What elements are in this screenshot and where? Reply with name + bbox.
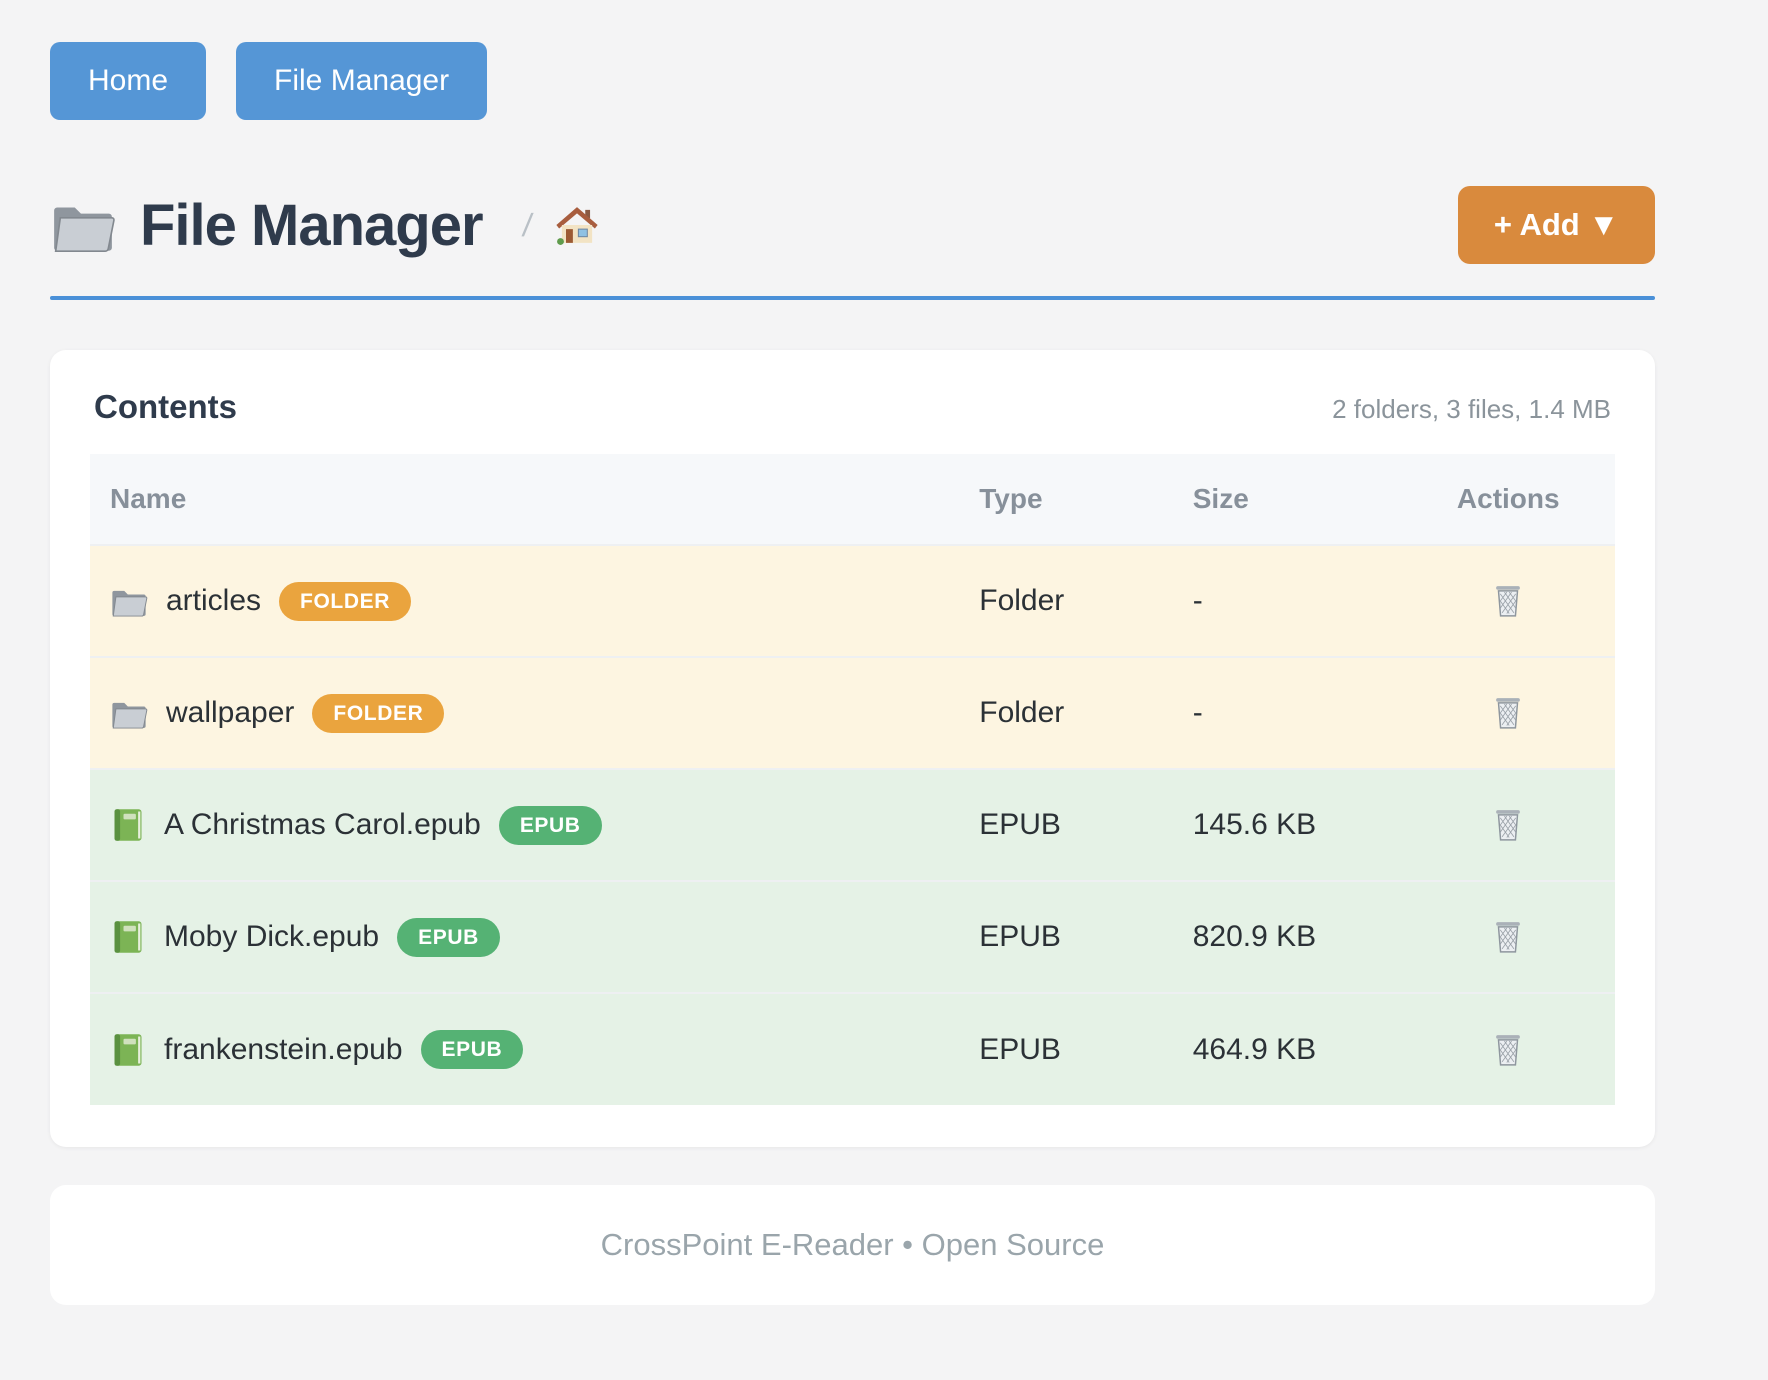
file-name[interactable]: A Christmas Carol.epub bbox=[164, 808, 481, 842]
table-row[interactable]: Moby Dick.epub EPUB EPUB 820.9 KB bbox=[90, 881, 1615, 994]
header-divider bbox=[50, 296, 1655, 301]
folder-icon bbox=[110, 582, 148, 620]
breadcrumb-separator: / bbox=[520, 206, 535, 243]
table-row[interactable]: frankenstein.epub EPUB EPUB 464.9 KB bbox=[90, 993, 1615, 1106]
table-row[interactable]: wallpaper FOLDER Folder - bbox=[90, 657, 1615, 770]
top-nav: Home File Manager bbox=[50, 42, 1655, 120]
file-name[interactable]: wallpaper bbox=[166, 696, 295, 730]
column-header-size: Size bbox=[1172, 454, 1402, 546]
delete-button[interactable] bbox=[1485, 1027, 1531, 1073]
nav-home-button[interactable]: Home bbox=[50, 42, 207, 120]
file-type: EPUB bbox=[979, 808, 1061, 842]
epub-badge: EPUB bbox=[397, 917, 500, 957]
book-icon bbox=[110, 1032, 146, 1068]
trash-icon bbox=[1489, 918, 1527, 956]
file-type: EPUB bbox=[979, 1032, 1061, 1066]
book-icon bbox=[110, 919, 146, 955]
folder-icon bbox=[110, 694, 148, 732]
book-icon bbox=[110, 807, 146, 843]
contents-card: Contents 2 folders, 3 files, 1.4 MB Name… bbox=[50, 350, 1655, 1148]
breadcrumb-home-link[interactable] bbox=[555, 203, 599, 247]
contents-summary: 2 folders, 3 files, 1.4 MB bbox=[1332, 394, 1611, 425]
nav-file-manager-button[interactable]: File Manager bbox=[236, 42, 488, 120]
delete-button[interactable] bbox=[1485, 578, 1531, 624]
trash-icon bbox=[1489, 1031, 1527, 1069]
table-header-row: Name Type Size Actions bbox=[90, 454, 1615, 546]
delete-button[interactable] bbox=[1485, 802, 1531, 848]
column-header-type: Type bbox=[959, 454, 1173, 546]
footer-text: CrossPoint E-Reader • Open Source bbox=[600, 1227, 1105, 1263]
delete-button[interactable] bbox=[1485, 914, 1531, 960]
table-row[interactable]: articles FOLDER Folder - bbox=[90, 545, 1615, 658]
column-header-actions: Actions bbox=[1401, 454, 1615, 546]
title-group: File Manager / bbox=[50, 192, 599, 259]
page-title: File Manager bbox=[140, 192, 484, 258]
file-size: 820.9 KB bbox=[1192, 920, 1317, 954]
folder-badge: FOLDER bbox=[312, 693, 445, 733]
file-size: 145.6 KB bbox=[1192, 808, 1317, 842]
file-size: - bbox=[1192, 584, 1203, 618]
file-type: Folder bbox=[979, 696, 1065, 730]
column-header-name: Name bbox=[90, 454, 960, 546]
folder-badge: FOLDER bbox=[279, 581, 411, 621]
file-type: Folder bbox=[979, 584, 1065, 618]
footer: CrossPoint E-Reader • Open Source bbox=[50, 1185, 1655, 1306]
file-name[interactable]: articles bbox=[166, 584, 262, 618]
file-size: 464.9 KB bbox=[1192, 1032, 1317, 1066]
trash-icon bbox=[1489, 806, 1527, 844]
file-name[interactable]: frankenstein.epub bbox=[164, 1032, 403, 1066]
home-icon bbox=[555, 203, 599, 247]
trash-icon bbox=[1489, 582, 1527, 620]
epub-badge: EPUB bbox=[420, 1030, 524, 1070]
epub-badge: EPUB bbox=[498, 805, 602, 845]
file-table: Name Type Size Actions articles FOLDER bbox=[90, 454, 1615, 1106]
file-size: - bbox=[1192, 696, 1203, 730]
add-button[interactable]: + Add ▼ bbox=[1457, 186, 1655, 265]
trash-icon bbox=[1489, 694, 1527, 732]
delete-button[interactable] bbox=[1485, 690, 1531, 736]
table-row[interactable]: A Christmas Carol.epub EPUB EPUB 145.6 K… bbox=[90, 769, 1615, 882]
contents-heading: Contents bbox=[94, 388, 237, 426]
contents-card-header: Contents 2 folders, 3 files, 1.4 MB bbox=[90, 388, 1615, 426]
folder-icon bbox=[50, 192, 116, 258]
file-name[interactable]: Moby Dick.epub bbox=[164, 920, 380, 954]
file-type: EPUB bbox=[979, 920, 1061, 954]
page-header: File Manager / + Add ▼ bbox=[50, 186, 1655, 265]
